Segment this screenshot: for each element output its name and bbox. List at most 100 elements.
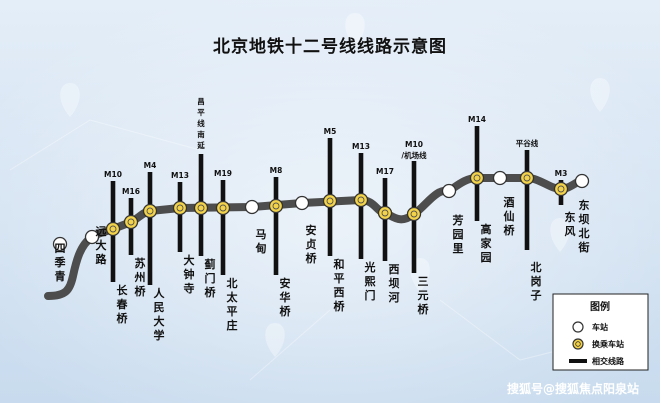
station-label-16-char-3: 里 [453, 242, 464, 255]
station-label-15-char-2: 元 [418, 289, 429, 302]
transfer-ring-6 [176, 204, 184, 212]
station-marker-14 [377, 205, 393, 221]
station-label-10-char-1: 安 [280, 276, 291, 290]
station-label-16-char-2: 园 [453, 228, 464, 241]
station-label-5-char-2: 民 [154, 301, 165, 314]
station-marker-19 [519, 170, 535, 186]
legend-line-label: 相交线路 [592, 356, 625, 366]
station-label-11-char-2: 贞 [306, 237, 317, 251]
station-label-3-char-1: 长 [117, 283, 129, 297]
line-label-19: 平谷线 [516, 138, 539, 148]
legend-title: 图例 [590, 300, 610, 313]
legend-transfer-icon [572, 338, 584, 350]
transfer-ring-10 [272, 202, 280, 210]
line-label-20: M3 [555, 169, 568, 178]
station-label-16-char-1: 芳 [453, 213, 464, 227]
station-label-8-char-2: 太 [226, 290, 239, 304]
station-label-17-char-2: 家 [481, 236, 493, 250]
station-label-21-char-1: 东 [579, 198, 590, 212]
line-label-7-char-5: 延 [196, 140, 205, 150]
station-marker-6 [172, 200, 188, 216]
station-label-13-char-2: 熙 [365, 275, 376, 288]
line-label-8: M19 [214, 169, 232, 178]
station-label-13-char-1: 光 [364, 260, 376, 274]
station-label-12-char-2: 平 [334, 272, 345, 285]
station-label-15-char-1: 三 [418, 275, 429, 288]
station-label-8-char-4: 庄 [227, 318, 238, 332]
station-marker-8 [215, 200, 231, 216]
transfer-ring-19 [523, 174, 531, 182]
line-label-15-part-1: M10 [405, 140, 423, 149]
bg-net-line-2 [89, 119, 201, 151]
transfer-ring-15 [410, 210, 418, 218]
station-marker-16 [441, 183, 457, 199]
station-label-19-char-3: 子 [531, 289, 542, 302]
line-label-7-char-3: 线 [197, 118, 205, 128]
station-marker-1 [52, 236, 68, 252]
station-label-6-char-2: 钟 [184, 267, 195, 281]
station-label-13-char-3: 门 [365, 288, 376, 302]
station-label-7-char-3: 桥 [205, 285, 217, 299]
station-marker-9 [244, 199, 260, 215]
station-label-10-char-3: 桥 [280, 304, 292, 318]
transfer-ring-3 [109, 225, 117, 233]
bg-net-line-3 [439, 299, 521, 361]
station-marker-17 [469, 170, 485, 186]
station-marker-13 [353, 192, 369, 208]
station-label-1-char-2: 季 [54, 255, 67, 269]
station-label-12-char-1: 和 [334, 257, 345, 271]
line-label-12: M5 [324, 127, 337, 136]
station-label-20-char-2: 风 [565, 224, 576, 238]
line-label-3: M10 [104, 170, 122, 179]
transfer-ring-5 [146, 207, 154, 215]
station-label-19-char-1: 北 [531, 260, 542, 274]
line-label-10: M8 [270, 166, 283, 175]
line-label-6: M13 [171, 171, 189, 180]
bg-pin-4 [550, 218, 570, 252]
station-label-4-char-1: 苏 [135, 256, 146, 270]
station-label-5-char-1: 人 [154, 286, 166, 300]
station-label-14-char-1: 西 [389, 263, 400, 276]
line-label-5: M4 [144, 161, 157, 170]
legend-station-icon [572, 321, 584, 333]
station-label-17-char-1: 高 [481, 222, 492, 236]
station-marker-18 [492, 170, 508, 186]
line-label-7-char-1: 昌 [197, 96, 205, 106]
line-label-7-char-2: 平 [197, 108, 205, 117]
intersect-line-19 [524, 150, 530, 250]
bg-net-line-5 [249, 309, 331, 381]
intersect-line-10 [273, 177, 279, 275]
station-label-6-char-1: 大 [184, 253, 195, 267]
station-marker-10 [268, 198, 284, 214]
station-marker-20 [553, 181, 569, 197]
station-label-20-char-1: 东 [565, 210, 576, 224]
station-label-9-char-2: 甸 [255, 241, 267, 255]
transfer-ring-8 [219, 204, 227, 212]
station-label-21-char-2: 坝 [579, 212, 590, 226]
transfer-ring-20 [557, 185, 565, 193]
station-marker-2 [84, 229, 100, 245]
legend-station-label: 车站 [592, 322, 608, 332]
station-label-10-char-2: 华 [280, 290, 291, 304]
transfer-ring-14 [381, 209, 389, 217]
bg-pin-6 [590, 78, 610, 112]
station-label-21-char-4: 街 [578, 240, 590, 254]
intersect-line-6 [177, 182, 183, 252]
station-label-5-char-4: 学 [154, 328, 165, 342]
bg-pin-2 [345, 13, 365, 47]
line-label-14: M17 [376, 167, 394, 176]
station-label-3-char-3: 桥 [117, 311, 129, 325]
station-label-8-char-3: 平 [227, 305, 238, 318]
station-label-6-char-3: 寺 [184, 281, 195, 295]
station-label-4-char-2: 州 [134, 271, 146, 284]
station-label-17-char-3: 园 [481, 251, 492, 264]
line-label-4: M16 [122, 187, 140, 196]
station-label-11-char-1: 安 [306, 223, 317, 237]
transfer-ring-17 [473, 174, 481, 182]
station-label-2-char-1: 远 [96, 225, 107, 238]
station-label-1-char-3: 青 [55, 269, 66, 283]
station-label-12-char-4: 桥 [334, 299, 346, 313]
intersect-line-5 [147, 172, 153, 285]
line-label-15-part-2: /机场线 [401, 150, 427, 160]
station-label-7-char-2: 门 [205, 271, 216, 285]
